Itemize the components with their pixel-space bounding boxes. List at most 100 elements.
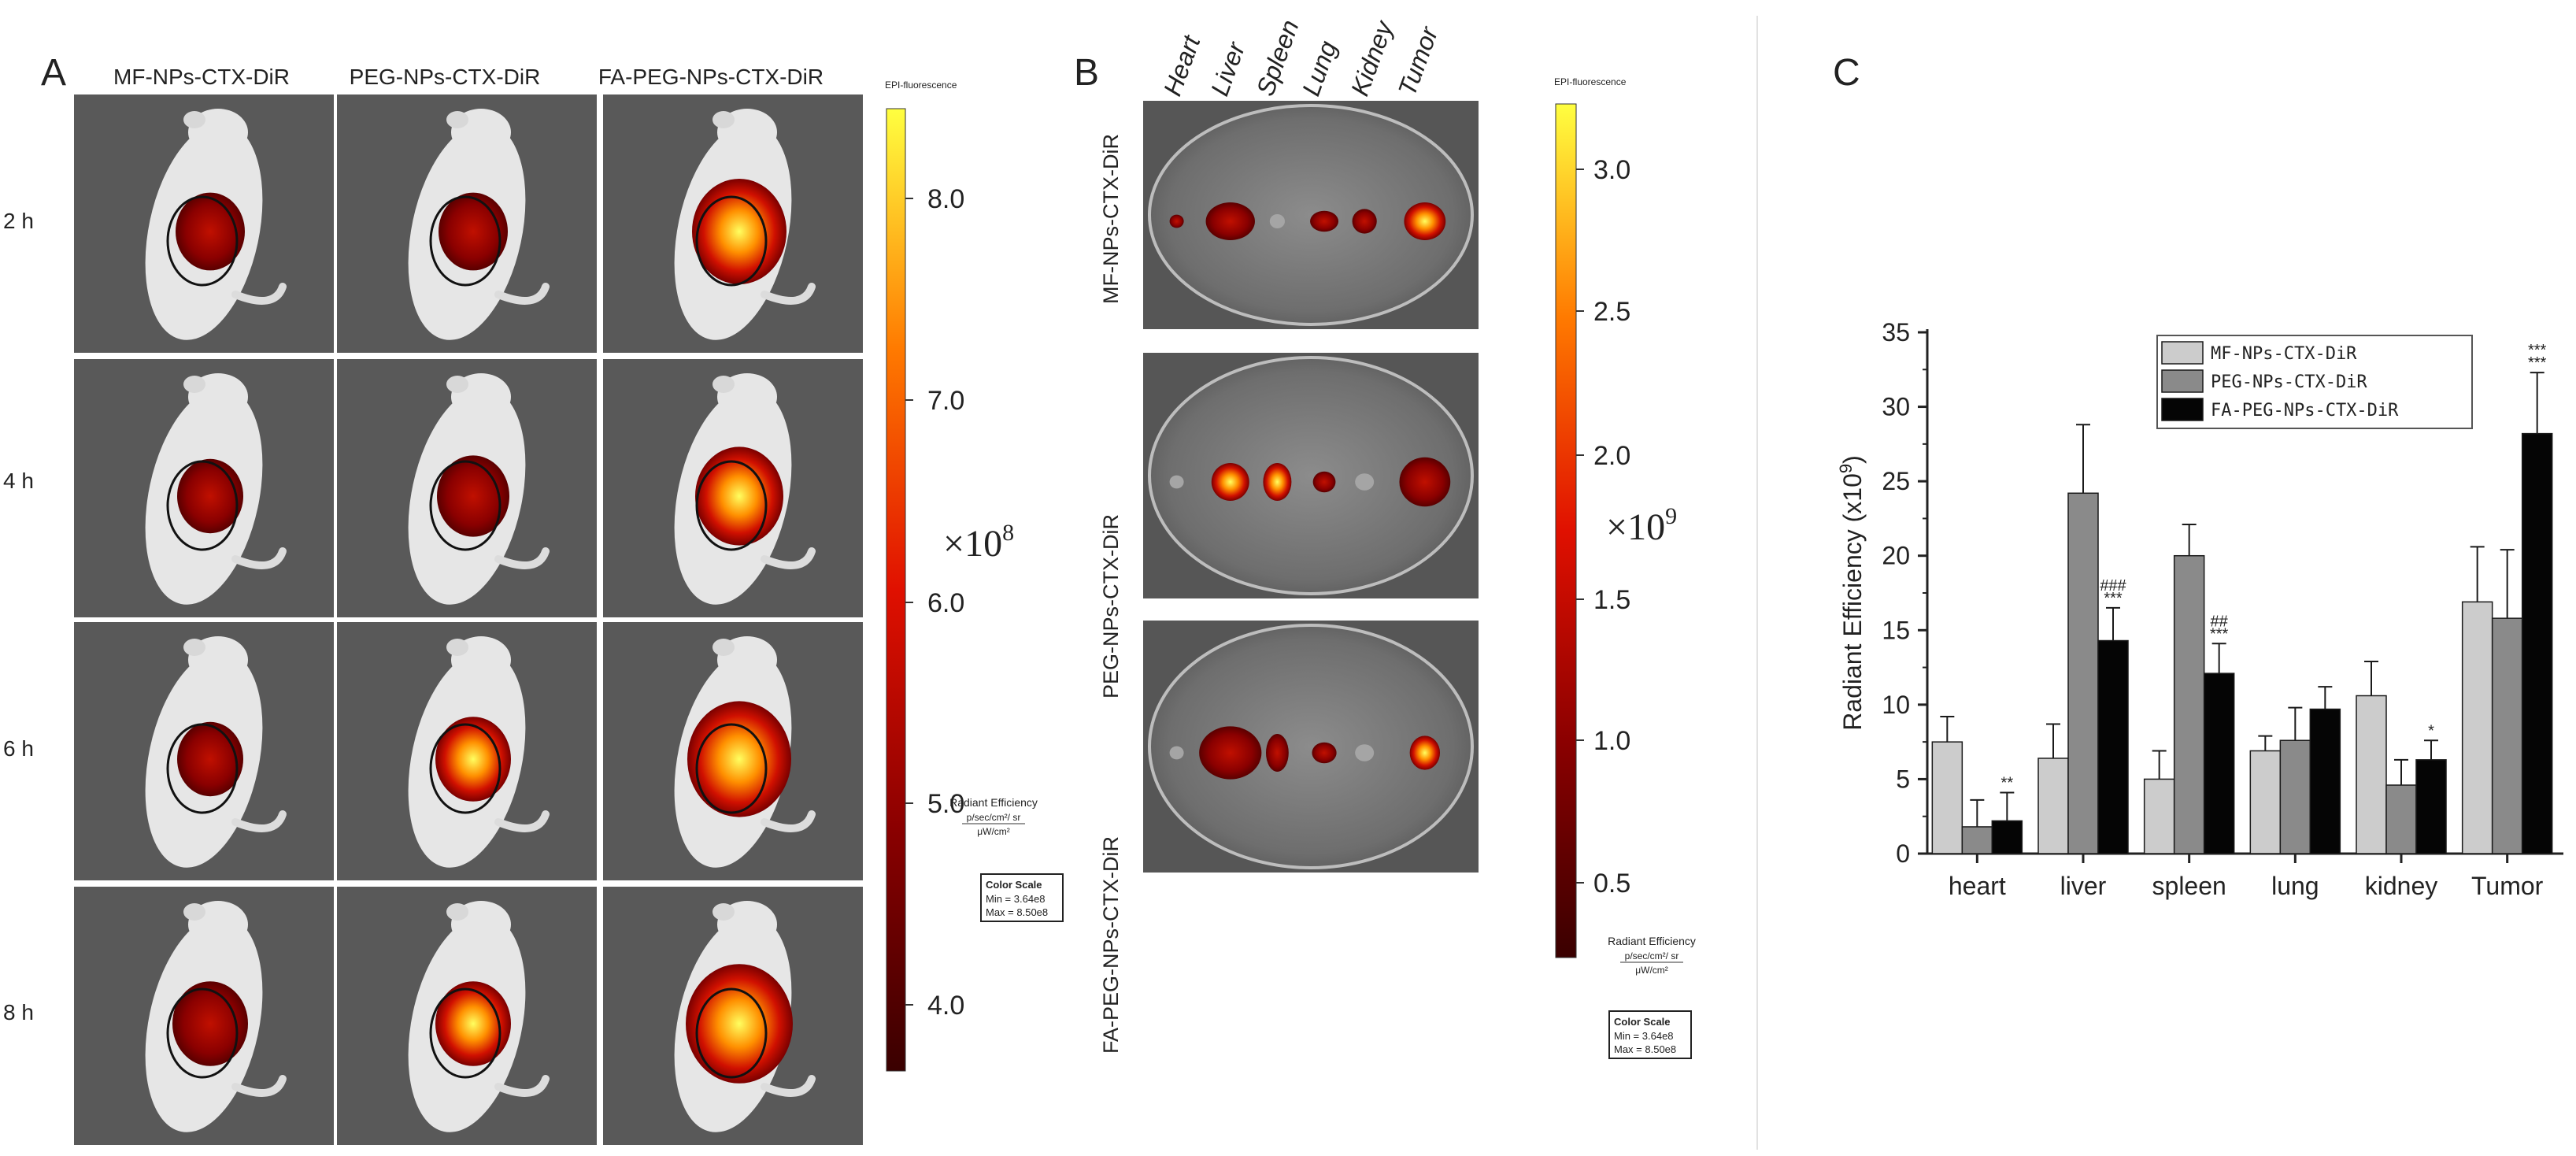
tumor-roi-circle [429,460,502,551]
mouse-leg [761,283,816,305]
colorbar-a-unit-label: Radiant Efficiency [949,796,1038,809]
colorbar-a-ticks: 8.0 7.0 6.0 5.0 4.0 [905,184,964,1021]
mouse-image [74,622,334,880]
colorbar-a-scale-max: Max = 8.50e8 [986,906,1048,918]
bar [2067,492,2099,854]
tumor-roi-circle [429,987,502,1079]
bar [2356,695,2387,854]
organ-signal [1169,214,1184,228]
organ-signal [1312,742,1337,764]
mouse-image [74,94,334,353]
colorbar-b [1555,103,1577,958]
fluorescence-signal [687,701,791,817]
organ-image [1143,353,1479,598]
mouse-ear [446,111,468,128]
tumor-roi-circle [166,195,239,287]
x-tick-label: spleen [2152,872,2226,900]
legend-swatch [2161,398,2204,421]
colorbar-a-title: EPI-fluorescence [885,80,957,91]
significance-marker: ### [2100,577,2126,595]
petri-dish [1148,624,1474,869]
colorbar-b-unit-denominator: μW/cm² [1635,965,1668,976]
significance-marker: * [2428,722,2434,739]
tumor-roi-circle [695,723,768,814]
organ-signal [1263,463,1292,501]
panel-b: B Heart Liver Spleen Lung Kidney Tumor M… [1074,16,1696,1059]
colorbar-b-exponent: ×109 [1606,503,1677,548]
mouse-leg [231,283,287,305]
tumor-roi-circle [429,723,502,814]
significance-marker: *** [2210,625,2229,643]
colorbar-a [886,108,906,1072]
panel-c: C 0 5 10 15 20 25 30 35 Radiant Efficiency (x109… [1756,16,2563,1150]
mouse-leg [761,547,816,569]
colorbar-a-unit-numerator: p/sec/cm²/ sr [967,812,1021,823]
colorbar-b-tick-label: 0.5 [1593,869,1630,898]
organ-signal [1310,210,1339,232]
x-tick-label: heart [1949,872,2006,900]
y-tick-label: 10 [1882,691,1910,719]
mouse-ear [446,903,468,921]
colorbar-a-tick-label: 5.0 [927,789,964,819]
significance-marker: *** [2528,342,2547,359]
y-tick-label: 5 [1896,765,1910,793]
mouse-image-grid [74,94,863,1145]
organ-label: Lung [1297,37,1342,99]
bar [2385,784,2417,854]
fluorescence-signal [695,446,783,546]
y-tick-label: 0 [1896,839,1910,868]
fluorescence-signal [177,458,243,534]
colorbar-a-unit-denominator: μW/cm² [977,826,1010,837]
organ-signal [1169,746,1184,760]
organ-image [1143,101,1479,329]
colorbar-b-tick-label: 2.0 [1593,441,1630,471]
y-tick-label: 30 [1882,393,1910,421]
fluorescence-signal [177,721,243,797]
organ-signal [1355,744,1375,761]
panel-c-label: C [1833,52,1860,94]
mouse-leg [231,547,287,569]
bar [1931,741,1963,854]
mouse-ear [183,111,205,128]
mouse-image [603,94,863,353]
panel-a: A MF-NPs-CTX-DiR PEG-NPs-CTX-DiR FA-PEG-… [3,52,1064,1145]
organ-signal [1352,209,1377,234]
fluorescence-signal [692,179,786,284]
organ-signal [1205,202,1255,240]
petri-dish [1148,104,1474,326]
mouse-ear [712,376,735,393]
fluorescence-signal [172,981,248,1066]
panel-a-row-label: 2 h [3,209,34,233]
significance-marker: *** [2104,590,2123,607]
y-tick-label: 20 [1882,542,1910,570]
bar [2521,432,2553,854]
colorbar-b-unit-numerator: p/sec/cm²/ sr [1625,950,1679,961]
mouse-leg [494,283,550,305]
legend-label: PEG-NPs-CTX-DiR [2211,372,2367,392]
bar [2143,778,2175,854]
organ-signal [1355,473,1375,491]
legend [2156,335,2473,429]
mouse-leg [494,810,550,832]
panel-a-column-header: FA-PEG-NPs-CTX-DiR [598,65,824,89]
legend-label: MF-NPs-CTX-DiR [2211,344,2357,364]
colorbar-b-tick-label: 1.0 [1593,726,1630,756]
bar [2203,672,2235,854]
tumor-roi-circle [695,195,768,287]
tumor-roi-circle [166,987,239,1079]
bar [2037,758,2069,854]
bar [2173,554,2205,854]
mouse-ear [446,639,468,656]
organ-label: Liver [1205,38,1251,100]
colorbar-a-tick-label: 4.0 [927,991,964,1021]
mouse-ear [183,639,205,656]
bar [2249,750,2282,854]
organ-label: Spleen [1251,16,1305,99]
organ-signal [1266,734,1289,772]
panel-a-row-label: 8 h [3,1000,34,1024]
legend-swatch [2161,341,2204,365]
mouse-image [337,94,597,353]
colorbar-b-tick-label: 2.5 [1593,297,1630,327]
panel-b-row-label: FA-PEG-NPs-CTX-DiR [1099,836,1123,1054]
significance-marker: ** [2001,774,2014,791]
